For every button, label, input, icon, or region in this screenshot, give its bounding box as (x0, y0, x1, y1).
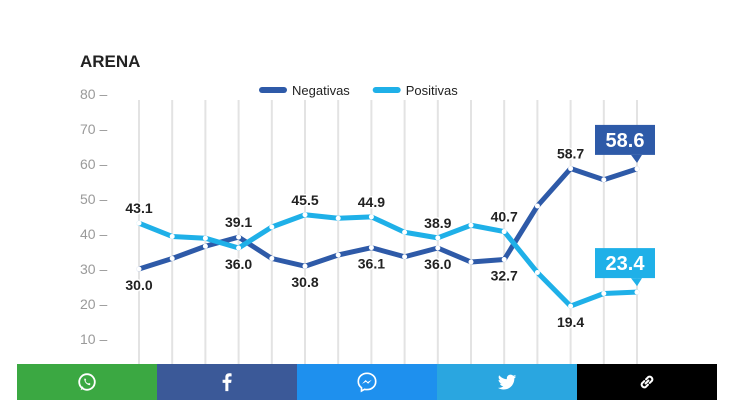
data-point (169, 233, 175, 239)
data-point (534, 203, 540, 209)
data-point (501, 257, 507, 263)
data-point (202, 243, 208, 249)
y-tick-label: 30 – (80, 261, 107, 277)
data-point (501, 229, 507, 235)
copy-link-button[interactable] (577, 364, 717, 400)
callout-label: 58.6 (606, 130, 645, 152)
messenger-share-button[interactable] (297, 364, 437, 400)
data-point (568, 303, 574, 309)
y-tick-label: 40 – (80, 226, 107, 242)
data-point (236, 234, 242, 240)
data-label: 36.1 (358, 256, 385, 272)
whatsapp-icon (78, 373, 96, 391)
data-label: 43.1 (125, 200, 152, 216)
data-label: 36.0 (225, 256, 252, 272)
y-tick-label: 80 – (80, 86, 107, 102)
data-label: 30.8 (291, 274, 318, 290)
share-bar (17, 364, 717, 400)
data-point (534, 270, 540, 275)
data-label: 19.4 (557, 314, 584, 330)
data-label: 45.5 (291, 192, 318, 208)
y-tick-label: 20 – (80, 296, 107, 312)
data-point (202, 235, 208, 241)
data-point (335, 252, 341, 258)
data-point (169, 256, 175, 261)
facebook-share-button[interactable] (157, 364, 297, 400)
series-line-positivas (136, 212, 640, 309)
data-point (335, 215, 341, 221)
callout-pointer (631, 278, 642, 287)
twitter-share-button[interactable] (437, 364, 577, 400)
chart-title: ARENA (80, 52, 141, 71)
data-label: 36.0 (424, 256, 451, 272)
callout-box (595, 124, 655, 155)
data-point (368, 214, 374, 220)
data-point (634, 166, 640, 172)
link-icon (640, 375, 654, 389)
callout-label: 23.4 (606, 253, 646, 275)
data-point (435, 235, 441, 241)
data-point (368, 245, 374, 251)
data-label: 44.9 (358, 194, 385, 210)
y-tick-label: 50 – (80, 191, 107, 207)
data-point (568, 166, 574, 172)
data-point (302, 263, 308, 269)
messenger-icon (357, 372, 377, 393)
y-tick-label: 60 – (80, 156, 107, 172)
callout-box (595, 248, 655, 279)
callout-pointer (631, 154, 642, 163)
data-label: 58.7 (557, 146, 584, 162)
data-point (269, 256, 275, 261)
data-label: 32.7 (491, 268, 518, 284)
data-label: 38.9 (424, 215, 451, 231)
whatsapp-share-button[interactable] (17, 364, 157, 400)
data-point (601, 291, 607, 296)
data-point (136, 266, 142, 272)
data-point (402, 254, 408, 260)
data-point (435, 245, 441, 251)
data-point (302, 212, 308, 218)
data-label: 30.0 (125, 277, 152, 293)
data-point (601, 177, 607, 183)
data-point (136, 220, 142, 226)
data-label: 39.1 (225, 214, 252, 230)
facebook-icon (222, 373, 232, 392)
y-tick-label: 10 – (80, 331, 107, 347)
data-point (634, 289, 640, 295)
twitter-icon (497, 374, 517, 390)
data-point (236, 245, 242, 251)
data-label: 40.7 (491, 209, 518, 225)
series-line-negativas (136, 166, 640, 272)
data-point (269, 224, 275, 230)
legend-label: Positivas (406, 83, 459, 98)
legend-label: Negativas (292, 83, 350, 98)
data-point (468, 259, 474, 265)
y-tick-label: 70 – (80, 121, 107, 137)
data-point (468, 222, 474, 228)
data-point (402, 229, 408, 235)
